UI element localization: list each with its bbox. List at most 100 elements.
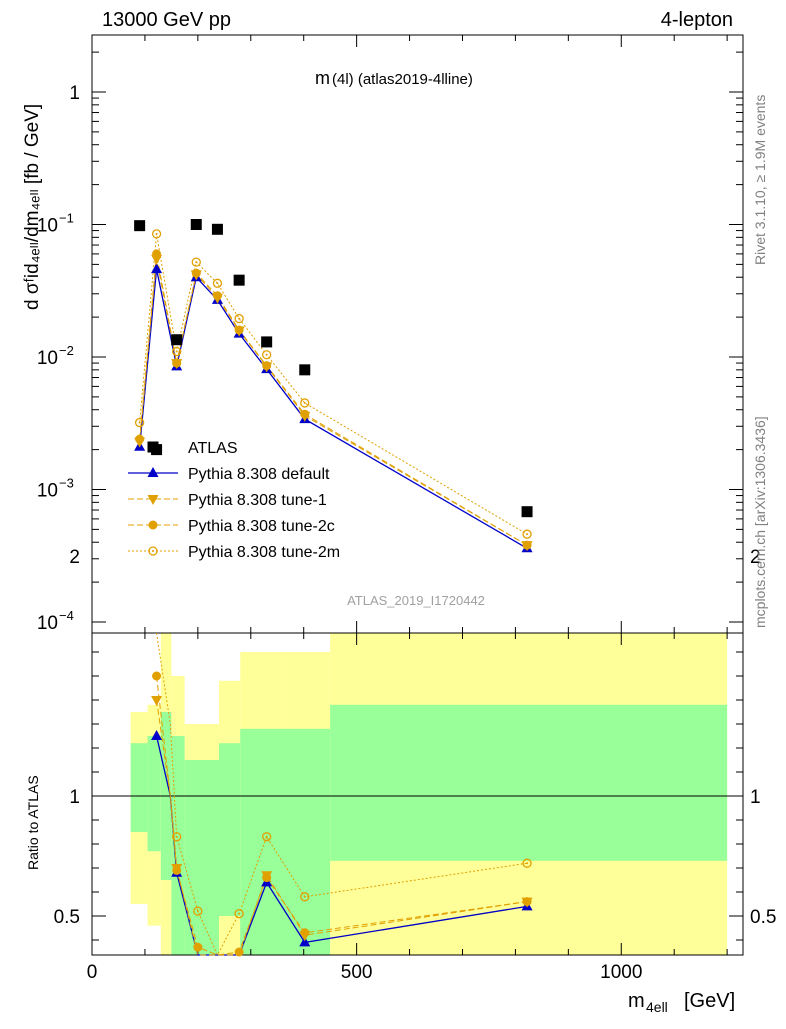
series-point xyxy=(262,350,272,360)
ratio-tick-label-right: 2 xyxy=(750,547,761,568)
series-point-dot xyxy=(216,282,219,285)
ratio-point-dot xyxy=(526,862,529,865)
data-point xyxy=(171,334,183,346)
legend-entry: Pythia 8.308 tune-1 xyxy=(128,492,327,509)
x-axis-label: m xyxy=(628,990,645,1012)
ratio-line xyxy=(156,675,528,956)
series-point xyxy=(234,313,244,324)
ratio-point xyxy=(193,942,203,952)
legend-entry-atlas: ATLAS xyxy=(147,440,238,457)
series-point xyxy=(151,229,162,239)
series-point-dot xyxy=(265,353,268,356)
legend-entry: Pythia 8.308 default xyxy=(128,466,330,483)
legend-label: Pythia 8.308 default xyxy=(188,466,330,483)
x-tick-label: 1000 xyxy=(600,962,642,983)
ratio-line xyxy=(156,632,528,957)
plot-title-main: m xyxy=(315,68,330,88)
y-axis-label: d σᶠid₄ₑₗₗ/dm₄ₑₗₗ [fb / GeV] xyxy=(22,104,43,310)
series-line xyxy=(139,258,528,546)
ratio-panel-frame xyxy=(91,632,744,956)
header-right-label: 4-lepton xyxy=(661,9,733,31)
ratio-point xyxy=(172,865,182,875)
plot-title-sub: (4l) (atlas2019-4lline) xyxy=(332,71,473,88)
series-point-dot xyxy=(195,261,198,264)
series-point xyxy=(135,434,145,444)
ratio-point xyxy=(300,892,310,902)
ratio-point-dot xyxy=(303,895,306,898)
series-point-dot xyxy=(303,401,306,404)
y-tick-label-exp: −1 xyxy=(59,211,74,226)
data-point xyxy=(134,220,146,232)
y-tick-label-base: 10 xyxy=(37,481,58,502)
series-point xyxy=(300,398,310,408)
series-line xyxy=(139,233,528,535)
analysis-tag: ATLAS_2019_I1720442 xyxy=(347,593,485,608)
legend-label: Pythia 8.308 tune-2c xyxy=(188,518,335,535)
series-point xyxy=(522,529,532,539)
ratio-point-dot xyxy=(196,910,199,913)
ratio-tick-label: 2 xyxy=(69,547,80,568)
ratio-point xyxy=(172,832,182,842)
ratio-point xyxy=(522,897,532,907)
y-tick-label-base: 10 xyxy=(37,613,58,634)
series-point xyxy=(134,417,145,428)
series-point xyxy=(262,361,272,371)
ratio-band-inner xyxy=(330,704,728,861)
data-point xyxy=(521,506,533,518)
data-point xyxy=(211,223,223,235)
legend-marker xyxy=(147,467,159,477)
x-tick-label: 0 xyxy=(87,962,98,983)
ratio-point xyxy=(522,858,532,868)
ratio-point xyxy=(262,832,272,842)
ratio-point xyxy=(300,928,310,938)
y-tick-label: 10 −2 xyxy=(37,343,74,369)
ratio-band-inner xyxy=(147,736,161,852)
series-point xyxy=(172,358,182,368)
legend: ATLAS Pythia 8.308 default Pythia 8.308 tu… xyxy=(128,440,340,561)
data-point xyxy=(299,364,311,376)
x-axis-label-sub: 4ell xyxy=(646,999,668,1015)
ratio-uncertainty-bands xyxy=(130,633,728,955)
ratio-band-inner xyxy=(282,728,331,955)
x-tick-label: 500 xyxy=(341,962,373,983)
ratio-tick-label: 1 xyxy=(69,787,80,808)
series-point-dot xyxy=(238,317,241,320)
series-markers xyxy=(134,219,533,957)
y-tick-label: 1 xyxy=(69,83,80,104)
series-point xyxy=(152,249,162,259)
y-tick-label: 10 −4 xyxy=(37,608,74,634)
ratio-band-inner xyxy=(240,728,283,955)
series-point-dot xyxy=(155,232,158,235)
series-point xyxy=(191,257,201,267)
series-point-dot xyxy=(175,350,178,353)
ratio-point xyxy=(234,947,244,957)
ratio-axis-label: Ratio to ATLAS xyxy=(25,775,41,870)
header-left-label: 13000 GeV pp xyxy=(102,9,231,31)
series-point xyxy=(172,346,182,357)
ratio-point-dot xyxy=(238,912,241,915)
legend-marker xyxy=(147,495,159,505)
ratio-band-inner xyxy=(219,743,241,916)
ratio-point xyxy=(299,936,311,947)
ratio-tick-label: 0.5 xyxy=(54,907,80,928)
ratio-band-inner xyxy=(130,743,148,832)
ratio-point xyxy=(193,906,203,916)
series-point xyxy=(300,409,310,419)
ratio-point xyxy=(262,873,272,883)
legend-marker xyxy=(147,441,159,453)
mcplots-label: mcplots.cern.ch [arXiv:1306.3436] xyxy=(752,416,768,628)
series-point xyxy=(522,540,532,550)
series-point xyxy=(191,268,201,278)
y-tick-label-exp: −4 xyxy=(59,608,74,623)
ratio-band-inner xyxy=(171,736,185,955)
y-tick-label-base: 10 xyxy=(37,216,58,237)
ratio-point xyxy=(152,671,162,681)
ratio-point-dot xyxy=(175,835,178,838)
data-point xyxy=(233,274,245,286)
y-tick-label-base: 10 xyxy=(37,348,58,369)
ratio-point xyxy=(151,696,163,706)
y-tick-label-exp: −2 xyxy=(59,343,74,358)
